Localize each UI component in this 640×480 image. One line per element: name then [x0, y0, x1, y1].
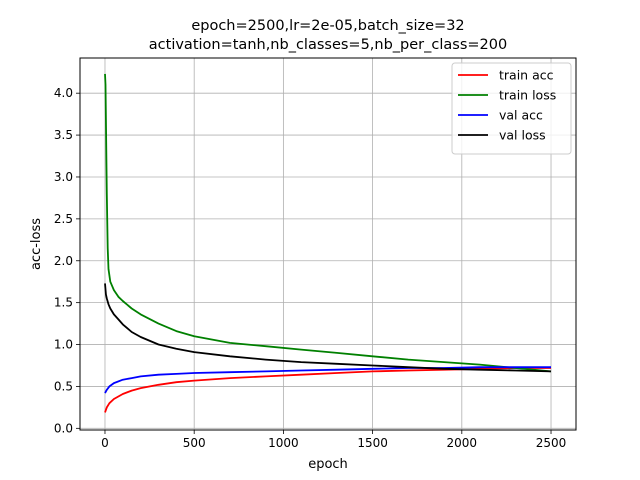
series-line-val-loss: [104, 283, 552, 373]
series-line-train-loss: [104, 73, 552, 373]
x-tick-label: 2500: [536, 436, 567, 450]
y-tick-label: 1.0: [54, 338, 73, 352]
x-tick-label: 1000: [268, 436, 299, 450]
chart-title-line-1: epoch=2500,lr=2e-05,batch_size=32: [191, 18, 464, 34]
y-tick-label: 2.5: [54, 212, 73, 226]
legend-box: [451, 62, 572, 155]
legend: train acc train loss val acc val loss: [451, 62, 572, 155]
plot-frame: [79, 57, 577, 431]
y-tick-label: 0.5: [54, 379, 73, 393]
x-axis-ticks: 0 500 1000 1500 2000 2500: [101, 430, 566, 450]
legend-label: val loss: [499, 128, 546, 143]
legend-entries: train acc train loss val acc val loss: [458, 68, 556, 143]
series-line-train-acc: [104, 367, 551, 413]
y-tick-label: 4.0: [54, 86, 73, 100]
x-tick-label: 2000: [447, 436, 478, 450]
y-tick-label: 2.0: [54, 254, 73, 268]
x-axis-label: epoch: [308, 457, 348, 472]
chart-title-line-2: activation=tanh,nb_classes=5,nb_per_clas…: [149, 37, 507, 53]
x-tick-label: 0: [101, 436, 109, 450]
y-axis-label: acc-loss: [29, 218, 44, 270]
x-tick-label: 500: [183, 436, 206, 450]
y-tick-label: 1.5: [54, 296, 73, 310]
y-tick-label: 3.0: [54, 170, 73, 184]
series-lines: [104, 73, 552, 413]
y-axis-ticks: 0.0 0.5 1.0 1.5 2.0 2.5 3.0 3.5 4.0: [54, 86, 80, 435]
y-tick-label: 3.5: [54, 128, 73, 142]
legend-label: train acc: [499, 68, 554, 83]
legend-label: val acc: [499, 108, 543, 123]
legend-label: train loss: [499, 88, 556, 103]
x-tick-label: 1500: [357, 436, 388, 450]
y-tick-label: 0.0: [54, 421, 73, 435]
